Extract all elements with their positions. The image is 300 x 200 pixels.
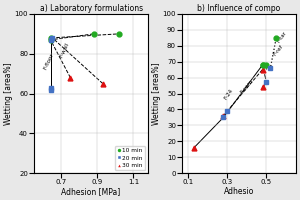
Y-axis label: Wetting [area%]: Wetting [area%]	[4, 62, 13, 125]
Title: a) Laboratory formulations: a) Laboratory formulations	[40, 4, 143, 13]
X-axis label: Adhesio: Adhesio	[224, 187, 254, 196]
Legend: 10 min, 20 min, 30 min: 10 min, 20 min, 30 min	[115, 146, 145, 170]
Text: F-tar: F-tar	[276, 30, 288, 44]
Title: b) Influence of compo: b) Influence of compo	[197, 4, 281, 13]
Text: F-floor: F-floor	[43, 53, 55, 71]
Text: F-24: F-24	[223, 88, 234, 101]
Text: F-cem: F-cem	[239, 78, 254, 95]
Text: F-wall: F-wall	[59, 41, 70, 58]
X-axis label: Adhesion [MPa]: Adhesion [MPa]	[61, 187, 121, 196]
Text: F-ref: F-ref	[272, 43, 284, 56]
Y-axis label: Wetting [area%]: Wetting [area%]	[152, 62, 161, 125]
